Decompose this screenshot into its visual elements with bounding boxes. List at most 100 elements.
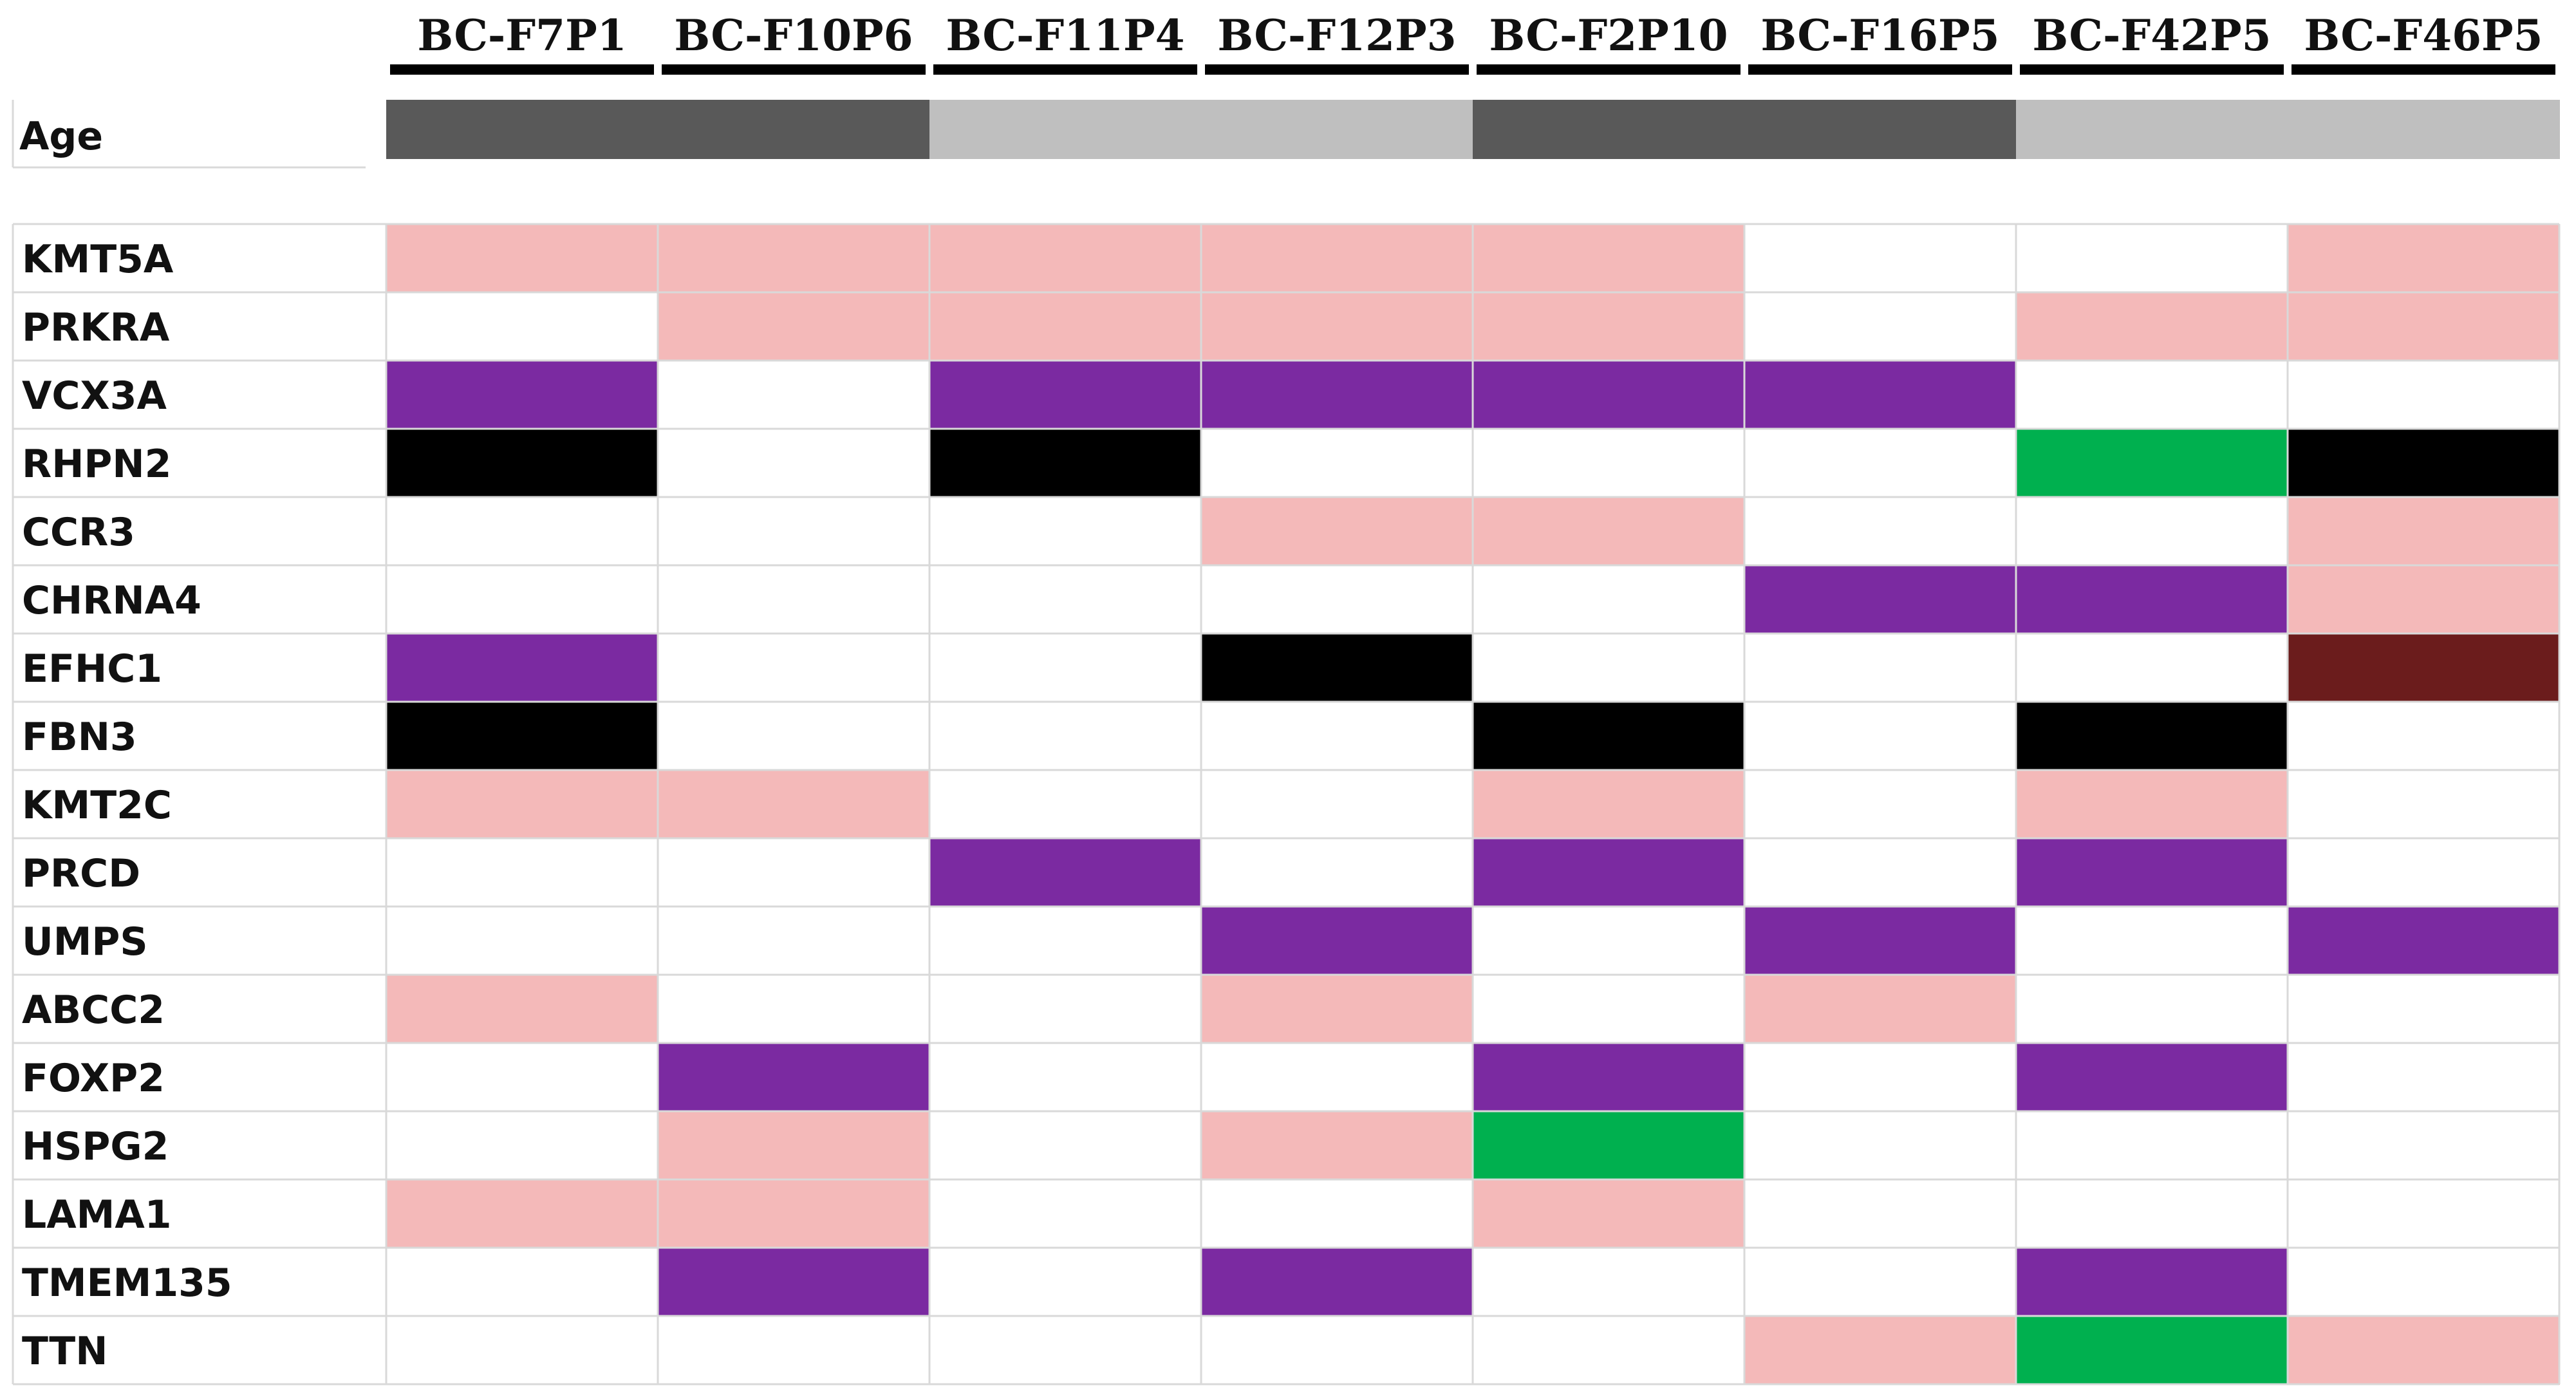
cell-black [386,702,658,771]
sample-label-bc-f12p3: BC-F12P3 [1217,10,1456,61]
age-cell-light [1201,100,1473,159]
sample-underline [662,64,926,75]
cell-pink [1201,497,1473,566]
sample-header: BC-F7P1 BC-F10P6 BC-F11P4 BC-F12P3 BC-F2P10 B… [390,10,2555,75]
cell-pink [2016,770,2288,839]
cell-pink [2288,1316,2560,1385]
cell-maroon [2288,634,2560,702]
gene-label-kmt2c: KMT2C [22,783,172,828]
cell-pink [386,770,658,839]
sample-label-bc-f16p5: BC-F16P5 [1760,10,1999,61]
gene-label-abcc2: ABCC2 [22,988,165,1033]
cell-pink [386,224,658,293]
cell-purple [386,361,658,429]
gene-label-rhpn2: RHPN2 [22,442,171,487]
cell-purple [1473,1043,1745,1112]
gene-label-fbn3: FBN3 [22,715,137,760]
sample-underline [2020,64,2284,75]
cell-green [1473,1111,1745,1180]
cell-pink [658,224,930,293]
cell-purple [929,838,1202,907]
grid-lines [12,223,2561,1385]
age-cell-dark [1744,100,2017,159]
cell-pink [1201,292,1473,361]
gene-label-kmt5a: KMT5A [22,237,174,282]
gene-labels: KMT5A PRKRA VCX3A RHPN2 CCR3 CHRNA4 EFHC1 FBN3 K… [22,237,232,1374]
cell-black [1473,702,1745,771]
cell-purple [1201,361,1473,429]
cell-pink [2288,292,2560,361]
sample-underline [933,64,1197,75]
cell-purple [1201,1248,1473,1317]
heatmap-cells [386,224,2560,1385]
cell-purple [658,1248,930,1317]
cell-purple [386,634,658,702]
cell-purple [2016,1248,2288,1317]
cell-purple [1473,361,1745,429]
sample-underline [2291,64,2555,75]
cell-pink [1473,224,1745,293]
cell-purple [658,1043,930,1112]
gene-label-tmem135: TMEM135 [22,1261,232,1306]
cell-pink [929,224,1202,293]
cell-black [386,429,658,498]
cell-purple [2016,838,2288,907]
cell-pink [1473,292,1745,361]
cell-pink [1473,770,1745,839]
cell-black [1201,634,1473,702]
cell-purple [2016,1043,2288,1112]
cell-pink [1744,1316,2017,1385]
age-row: Age [12,100,2560,169]
sample-label-bc-f10p6: BC-F10P6 [674,10,913,61]
cell-pink [1744,975,2017,1044]
cell-purple [1744,906,2017,975]
age-cell-dark [386,100,658,159]
gene-label-efhc1: EFHC1 [22,646,162,691]
cell-pink [658,770,930,839]
cell-pink [386,1179,658,1248]
cell-pink [1473,497,1745,566]
cell-pink [2288,497,2560,566]
cell-pink [929,292,1202,361]
cell-purple [2016,565,2288,634]
cell-black [929,429,1202,498]
cell-pink [1201,224,1473,293]
sample-label-bc-f2p10: BC-F2P10 [1489,10,1728,61]
cell-purple [2288,906,2560,975]
sample-underline [1205,64,1469,75]
sample-underline [1748,64,2012,75]
cell-pink [1201,1111,1473,1180]
cell-green [2016,429,2288,498]
gene-label-lama1: LAMA1 [22,1192,172,1237]
gene-label-prkra: PRKRA [22,305,170,350]
cell-pink [2288,224,2560,293]
gene-label-ccr3: CCR3 [22,510,135,555]
cell-purple [1744,565,2017,634]
age-cell-dark [1473,100,1745,159]
cell-pink [2288,565,2560,634]
sample-underline [1477,64,1741,75]
cell-black [2016,702,2288,771]
cell-pink [658,292,930,361]
age-cell-light [2016,100,2288,159]
sample-label-bc-f42p5: BC-F42P5 [2032,10,2271,61]
cell-black [2288,429,2560,498]
cell-pink [1473,1179,1745,1248]
cell-purple [929,361,1202,429]
gene-label-ttn: TTN [22,1329,107,1374]
cell-pink [2016,292,2288,361]
gene-label-hspg2: HSPG2 [22,1124,169,1169]
gene-label-prcd: PRCD [22,851,140,896]
age-label: Age [19,114,103,159]
cell-green [2016,1316,2288,1385]
cell-purple [1473,838,1745,907]
sample-label-bc-f7p1: BC-F7P1 [417,10,626,61]
cell-purple [1744,361,2017,429]
cell-pink [386,975,658,1044]
age-cell-dark [658,100,930,159]
age-cell-light [2288,100,2560,159]
cell-pink [658,1179,930,1248]
gene-label-umps: UMPS [22,919,148,964]
age-cell-light [929,100,1202,159]
